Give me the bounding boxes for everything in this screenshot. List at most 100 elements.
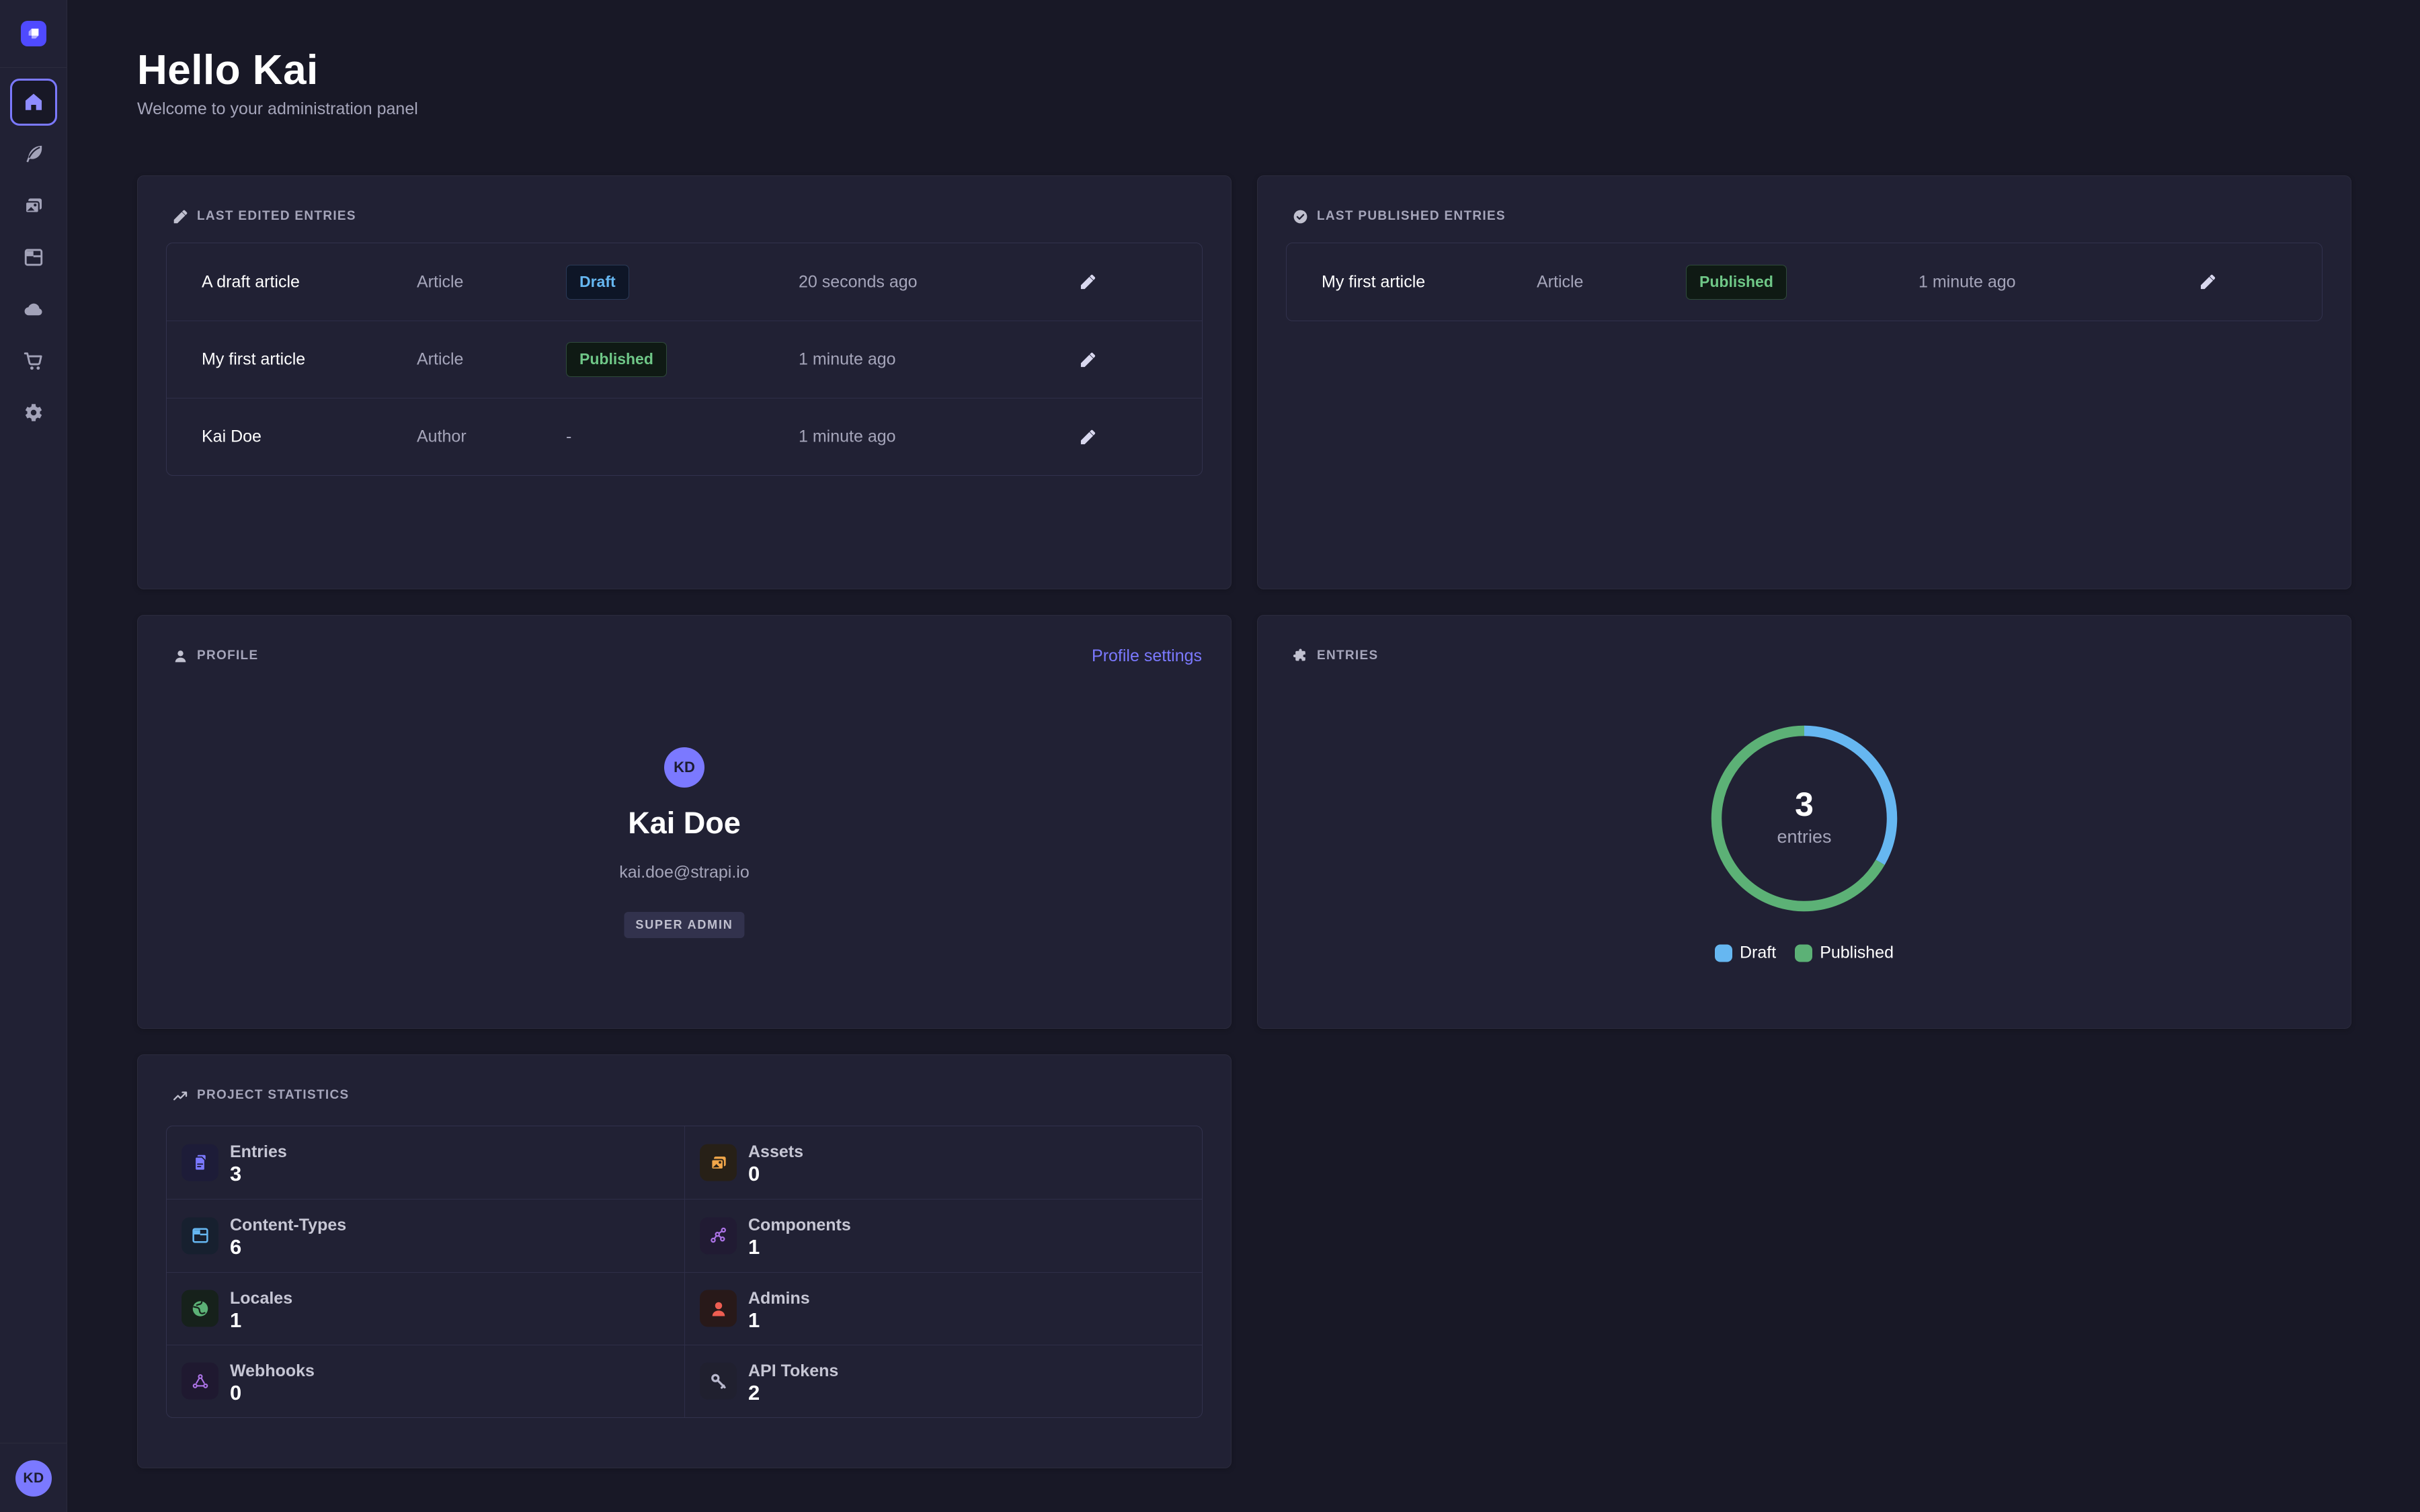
table-row[interactable]: Kai Doe Author - 1 minute ago bbox=[167, 398, 1202, 475]
legend-swatch-published bbox=[1795, 944, 1813, 962]
widget-last-edited-header: LAST EDITED ENTRIES bbox=[172, 202, 1202, 231]
entry-type: Article bbox=[1537, 272, 1584, 291]
sidebar: KD bbox=[0, 0, 67, 1512]
table-row[interactable]: My first article Article Published 1 min… bbox=[167, 321, 1202, 398]
widget-profile-header: PROFILE Profile settings bbox=[172, 641, 1202, 671]
stat-label: Webhooks bbox=[230, 1361, 315, 1380]
widget-entries-header: ENTRIES bbox=[1292, 641, 2322, 671]
sidebar-item-media-library[interactable] bbox=[10, 182, 57, 229]
pencil-icon bbox=[2200, 274, 2215, 290]
user-icon bbox=[700, 1290, 737, 1327]
edit-entry-button[interactable] bbox=[1072, 421, 1104, 453]
last-edited-table: A draft article Article Draft 20 seconds… bbox=[166, 243, 1203, 476]
stat-assets: Assets 0 bbox=[684, 1126, 1202, 1200]
edit-entry-button[interactable] bbox=[2191, 266, 2224, 298]
stat-value: 3 bbox=[230, 1162, 242, 1185]
profile-body: KD Kai Doe kai.doe@strapi.io SUPER ADMIN bbox=[138, 616, 1231, 1028]
donut-svg bbox=[1711, 725, 1898, 912]
entry-name: A draft article bbox=[202, 272, 300, 291]
edit-entry-button[interactable] bbox=[1072, 343, 1104, 376]
widget-title: PROJECT STATISTICS bbox=[197, 1088, 350, 1102]
legend-label: Published bbox=[1820, 943, 1894, 962]
widget-title: PROFILE bbox=[197, 648, 259, 663]
sidebar-footer: KD bbox=[0, 1443, 67, 1512]
entry-name: My first article bbox=[1322, 272, 1426, 291]
entry-type: Article bbox=[417, 349, 464, 369]
status-badge-published: Published bbox=[566, 342, 667, 377]
sidebar-item-content-type-builder[interactable] bbox=[10, 234, 57, 281]
sidebar-item-deploy[interactable] bbox=[10, 286, 57, 333]
entry-type: Author bbox=[417, 427, 467, 446]
trend-up-icon bbox=[173, 1091, 188, 1100]
puzzle-icon bbox=[1293, 648, 1305, 661]
entry-type: Article bbox=[417, 272, 464, 291]
entry-time: 20 seconds ago bbox=[799, 272, 918, 291]
sidebar-item-marketplace[interactable] bbox=[10, 337, 57, 384]
profile-email: kai.doe@strapi.io bbox=[619, 863, 750, 882]
stat-locales: Locales 1 bbox=[167, 1271, 684, 1345]
legend-label: Draft bbox=[1740, 943, 1777, 962]
widget-project-statistics: PROJECT STATISTICS Entries 3 bbox=[137, 1054, 1232, 1468]
entry-status-empty: - bbox=[566, 427, 572, 446]
stat-label: Entries bbox=[230, 1142, 287, 1161]
pictures-icon bbox=[24, 198, 42, 214]
strapi-logo[interactable] bbox=[20, 21, 46, 46]
statistics-table: Entries 3 Assets bbox=[166, 1126, 1203, 1418]
legend-item-draft: Draft bbox=[1715, 943, 1776, 963]
stat-value: 2 bbox=[748, 1380, 760, 1404]
entry-time: 1 minute ago bbox=[799, 349, 896, 369]
cart-icon bbox=[24, 352, 42, 370]
globe-icon bbox=[182, 1290, 218, 1327]
profile-role-badge: SUPER ADMIN bbox=[624, 912, 745, 938]
entries-unit: entries bbox=[1777, 826, 1832, 847]
pencil-icon bbox=[1080, 429, 1095, 444]
home-icon bbox=[25, 93, 42, 110]
donut-center-label: 3 entries bbox=[1707, 785, 1902, 847]
table-row[interactable]: A draft article Article Draft 20 seconds… bbox=[167, 243, 1202, 321]
chart-legend: Draft Published bbox=[1258, 943, 2351, 963]
pictures-icon bbox=[700, 1144, 737, 1181]
entry-time: 1 minute ago bbox=[1919, 272, 2016, 291]
feather-icon bbox=[26, 145, 42, 163]
check-circle-icon bbox=[1293, 210, 1307, 223]
table-row[interactable]: My first article Article Published 1 min… bbox=[1287, 243, 2322, 321]
widget-title: LAST EDITED ENTRIES bbox=[197, 209, 356, 223]
stat-value: 0 bbox=[748, 1162, 760, 1185]
entry-status-cell: Published bbox=[566, 342, 667, 377]
entries-total: 3 bbox=[1795, 785, 1814, 823]
stat-label: Content-Types bbox=[230, 1216, 347, 1235]
widget-last-published-header: LAST PUBLISHED ENTRIES bbox=[1292, 202, 2322, 231]
stat-label: Assets bbox=[748, 1142, 803, 1161]
strapi-logo-icon bbox=[28, 28, 38, 39]
status-badge-draft: Draft bbox=[566, 264, 629, 300]
layout-icon bbox=[182, 1217, 218, 1255]
layout-icon bbox=[24, 249, 42, 266]
pencil-icon bbox=[173, 210, 188, 223]
profile-settings-link[interactable]: Profile settings bbox=[1092, 646, 1202, 665]
sidebar-divider bbox=[0, 67, 67, 68]
sidebar-item-settings[interactable] bbox=[10, 389, 57, 436]
stat-value: 0 bbox=[230, 1380, 242, 1404]
stat-value: 6 bbox=[230, 1235, 242, 1259]
widget-title: LAST PUBLISHED ENTRIES bbox=[1317, 209, 1506, 223]
sidebar-user-avatar[interactable]: KD bbox=[15, 1460, 52, 1497]
entry-status-cell: Published bbox=[1686, 264, 1787, 300]
widget-title: ENTRIES bbox=[1317, 648, 1379, 663]
last-published-table: My first article Article Published 1 min… bbox=[1286, 243, 2323, 321]
nodes-icon bbox=[700, 1217, 737, 1255]
widget-last-published-entries: LAST PUBLISHED ENTRIES My first article … bbox=[1257, 175, 2351, 589]
stat-api-tokens: API Tokens 2 bbox=[684, 1344, 1202, 1417]
sidebar-item-content-manager[interactable] bbox=[10, 130, 57, 177]
stat-components: Components 1 bbox=[684, 1199, 1202, 1272]
stat-admins: Admins 1 bbox=[684, 1271, 1202, 1345]
widget-last-edited-entries: LAST EDITED ENTRIES A draft article Arti… bbox=[137, 175, 1232, 589]
widget-entries-chart: ENTRIES 3 entries Draft bbox=[1257, 615, 2351, 1029]
stat-content-types: Content-Types 6 bbox=[167, 1199, 684, 1271]
sidebar-item-home[interactable] bbox=[9, 79, 57, 126]
stat-label: Components bbox=[748, 1216, 851, 1235]
edit-entry-button[interactable] bbox=[1072, 266, 1104, 298]
stat-label: Locales bbox=[230, 1288, 293, 1308]
documents-icon bbox=[182, 1144, 218, 1181]
gear-icon bbox=[25, 404, 42, 421]
stat-value: 1 bbox=[748, 1235, 760, 1259]
